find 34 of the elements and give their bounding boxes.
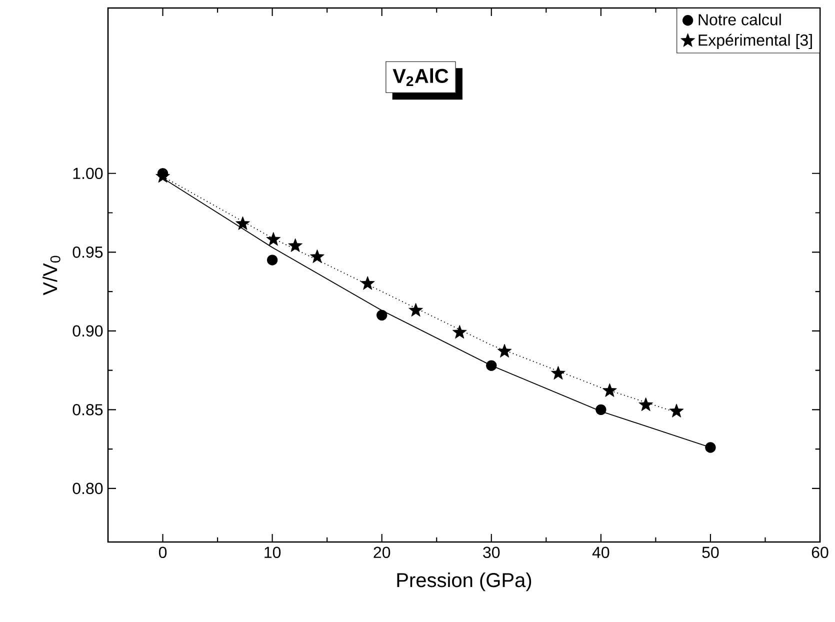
- point: [376, 310, 388, 321]
- point: [266, 232, 281, 246]
- point: [497, 344, 512, 358]
- x-tick-label: 60: [812, 546, 828, 558]
- point: [310, 249, 324, 264]
- y-tick-label: 0.90: [72, 325, 103, 337]
- x-axis-title: Pression (GPa): [397, 572, 532, 592]
- x-tick-label: 50: [702, 546, 719, 558]
- x-tick-label: 40: [592, 546, 610, 558]
- point: [638, 397, 654, 412]
- annotation: V$_{2}$AlC: [392, 68, 448, 86]
- point: [602, 383, 617, 397]
- point: [360, 276, 375, 290]
- legend-label: Expérimental [3]: [698, 34, 812, 49]
- y-tick-label: 0.80: [72, 482, 103, 494]
- point: [551, 366, 566, 380]
- legend-label: Notre calcul: [698, 14, 781, 26]
- point: [266, 254, 278, 266]
- point: [236, 216, 250, 230]
- x-tick-label: 20: [374, 546, 390, 558]
- point: [452, 324, 467, 339]
- point: [486, 360, 497, 371]
- point: [705, 442, 716, 453]
- y-tick-label: 0.85: [72, 404, 103, 416]
- y-tick-label: 1.00: [73, 168, 103, 180]
- point: [288, 238, 302, 252]
- x-tick-label: 0: [158, 546, 167, 558]
- x-tick-label: 30: [483, 546, 500, 558]
- point: [596, 404, 606, 416]
- x-tick-label: 10: [264, 546, 281, 558]
- y-axis-title: V/V$_{0}$: [42, 256, 60, 296]
- point: [669, 404, 684, 418]
- y-tick-label: 0.95: [72, 246, 103, 258]
- point: [408, 302, 423, 317]
